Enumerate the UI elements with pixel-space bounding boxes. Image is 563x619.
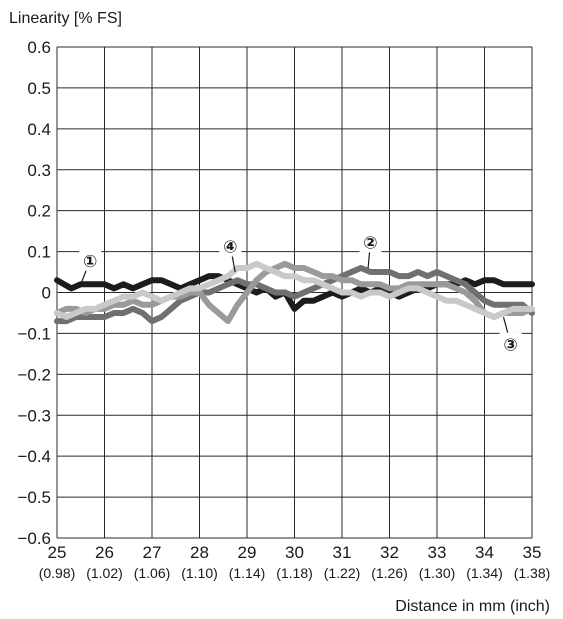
x-tick-inch-label: (1.18) <box>276 565 313 581</box>
x-tick-label: 34 <box>475 543 494 562</box>
series-marker-4: ④ <box>219 234 242 273</box>
y-axis-ticks: 0.6 0.5 0.4 0.3 0.2 0.1 0 −0.1 −0.2 −0.3 −0.4 −0.5 −… <box>17 38 51 548</box>
x-tick-label: 31 <box>333 543 352 562</box>
y-tick-label: −0.4 <box>17 447 51 466</box>
x-tick-inch-label: (1.22) <box>324 565 361 581</box>
x-tick-inch-label: (1.26) <box>371 565 408 581</box>
x-tick-label: 35 <box>523 543 542 562</box>
series-markers: ① ② ③ ④ <box>79 230 522 355</box>
x-tick-inch-label: (1.02) <box>86 565 123 581</box>
y-tick-label: −0.1 <box>17 324 51 343</box>
x-tick-inch-label: (0.98) <box>39 565 76 581</box>
x-axis-title: Distance in mm (inch) <box>395 598 550 615</box>
y-tick-label: 0.3 <box>27 161 51 180</box>
x-tick-inch-label: (1.38) <box>514 565 551 581</box>
y-axis-title: Linearity [% FS] <box>9 10 122 27</box>
x-tick-inch-label: (1.14) <box>229 565 266 581</box>
marker-background <box>499 332 522 355</box>
x-tick-label: 27 <box>143 543 162 562</box>
series-marker-2: ② <box>359 230 382 269</box>
x-tick-label: 30 <box>285 543 304 562</box>
series-line-3 <box>54 260 535 325</box>
series-layer <box>54 260 535 325</box>
y-tick-label: 0.4 <box>27 120 51 139</box>
y-tick-label: −0.3 <box>17 406 51 425</box>
x-tick-label: 32 <box>380 543 399 562</box>
x-tick-inch-label: (1.34) <box>466 565 503 581</box>
y-tick-label: −0.5 <box>17 488 51 507</box>
y-tick-label: −0.2 <box>17 365 51 384</box>
y-tick-label: 0 <box>42 284 51 303</box>
x-tick-label: 29 <box>238 543 257 562</box>
marker-label: ③ <box>503 336 517 355</box>
series-line-2 <box>54 265 535 325</box>
y-tick-label: 0.5 <box>27 79 51 98</box>
marker-label: ② <box>363 233 377 252</box>
y-tick-label: −0.6 <box>17 529 51 548</box>
x-tick-label: 25 <box>48 543 67 562</box>
series-marker-3: ③ <box>499 316 522 355</box>
x-axis-ticks: 25 (0.98) 26 (1.02) 27 (1.06) 28 (1.10) 29 (1.14)… <box>39 543 551 581</box>
y-tick-label: 0.6 <box>27 38 51 57</box>
marker-background <box>79 248 102 271</box>
x-tick-inch-label: (1.30) <box>419 565 456 581</box>
series-marker-1: ① <box>79 248 102 285</box>
y-tick-label: 0.1 <box>27 243 51 262</box>
marker-label: ① <box>83 252 97 271</box>
series-line-4 <box>54 260 535 320</box>
x-tick-inch-label: (1.10) <box>181 565 218 581</box>
marker-background <box>219 234 242 257</box>
x-tick-label: 28 <box>190 543 209 562</box>
marker-label: ④ <box>223 237 237 256</box>
plot-grid <box>56 46 533 539</box>
marker-background <box>359 230 382 253</box>
x-tick-inch-label: (1.06) <box>134 565 171 581</box>
x-tick-label: 33 <box>428 543 447 562</box>
x-tick-label: 26 <box>95 543 114 562</box>
y-tick-label: 0.2 <box>27 202 51 221</box>
